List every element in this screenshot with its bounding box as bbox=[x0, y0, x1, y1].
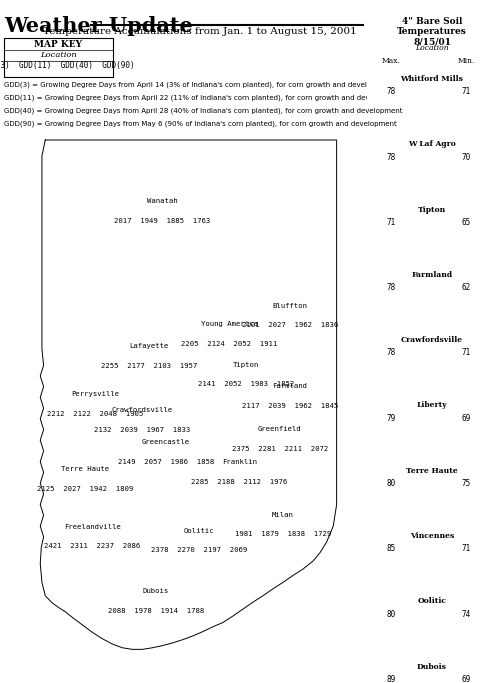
Text: 62: 62 bbox=[462, 283, 470, 292]
Text: Bluffton: Bluffton bbox=[272, 303, 307, 309]
Bar bbox=[366, 74, 498, 102]
Text: Farmland: Farmland bbox=[272, 383, 307, 389]
Text: GDD(3)  GDD(11)  GDD(40)  GDD(90): GDD(3) GDD(11) GDD(40) GDD(90) bbox=[0, 61, 134, 70]
Bar bbox=[366, 596, 498, 624]
Text: 1981  1879  1838  1729: 1981 1879 1838 1729 bbox=[235, 531, 331, 538]
Text: 78: 78 bbox=[386, 87, 396, 96]
Bar bbox=[366, 44, 498, 72]
Text: Min.: Min. bbox=[458, 57, 474, 65]
Text: Tipton: Tipton bbox=[418, 206, 446, 214]
Text: 2212  2122  2048  1905: 2212 2122 2048 1905 bbox=[48, 410, 144, 417]
Text: 80: 80 bbox=[386, 479, 396, 488]
Text: 2285  2188  2112  1976: 2285 2188 2112 1976 bbox=[192, 479, 288, 485]
Text: 85: 85 bbox=[386, 544, 396, 553]
Text: 2205  2124  2052  1911: 2205 2124 2052 1911 bbox=[182, 341, 278, 347]
Text: 2088  1978  1914  1788: 2088 1978 1914 1788 bbox=[108, 608, 204, 613]
Text: 69: 69 bbox=[462, 675, 470, 683]
Text: 2017  1949  1885  1763: 2017 1949 1885 1763 bbox=[114, 218, 210, 224]
Text: Wanatah: Wanatah bbox=[147, 198, 178, 204]
Text: 2132  2039  1967  1833: 2132 2039 1967 1833 bbox=[94, 427, 190, 433]
Text: Oolitic: Oolitic bbox=[418, 597, 446, 605]
Text: 69: 69 bbox=[462, 414, 470, 423]
Text: 2149  2057  1986  1858: 2149 2057 1986 1858 bbox=[118, 459, 214, 465]
Text: 89: 89 bbox=[386, 675, 396, 683]
Text: Max.: Max. bbox=[382, 57, 400, 65]
Text: 2421  2311  2237  2086: 2421 2311 2237 2086 bbox=[44, 543, 140, 549]
Text: Young America: Young America bbox=[201, 322, 258, 327]
Text: 79: 79 bbox=[386, 414, 396, 423]
Text: Liberty: Liberty bbox=[416, 402, 448, 409]
Text: GDD(90) = Growing Degree Days from May 6 (90% of Indiana's corn planted), for co: GDD(90) = Growing Degree Days from May 6… bbox=[4, 121, 396, 128]
Text: 71: 71 bbox=[386, 218, 396, 227]
Text: Crawfordsville: Crawfordsville bbox=[401, 336, 463, 344]
Text: Tipton: Tipton bbox=[233, 361, 260, 367]
Text: Farmland: Farmland bbox=[412, 271, 453, 279]
Text: 78: 78 bbox=[386, 283, 396, 292]
Text: MAP KEY: MAP KEY bbox=[34, 40, 82, 48]
Bar bbox=[366, 270, 498, 298]
Bar bbox=[4, 38, 113, 77]
Text: Milan: Milan bbox=[272, 512, 294, 518]
Bar bbox=[366, 400, 498, 429]
Text: GDD(11) = Growing Degree Days from April 22 (11% of Indiana's corn planted), for: GDD(11) = Growing Degree Days from April… bbox=[4, 95, 402, 102]
Text: Oolitic: Oolitic bbox=[184, 528, 214, 534]
Text: 71: 71 bbox=[462, 87, 470, 96]
Text: 78: 78 bbox=[386, 348, 396, 357]
Text: Greencastle: Greencastle bbox=[142, 439, 190, 445]
Bar bbox=[366, 531, 498, 559]
Text: 71: 71 bbox=[462, 348, 470, 357]
Text: Freelandville: Freelandville bbox=[64, 524, 120, 529]
Text: 75: 75 bbox=[462, 479, 470, 488]
Text: 2378  2270  2197  2069: 2378 2270 2197 2069 bbox=[151, 548, 248, 553]
Text: Location: Location bbox=[40, 51, 76, 59]
Text: 2255  2177  2103  1957: 2255 2177 2103 1957 bbox=[101, 363, 197, 369]
Text: Dubois: Dubois bbox=[417, 663, 447, 671]
Bar bbox=[366, 139, 498, 168]
Text: Location: Location bbox=[415, 44, 449, 53]
Text: 78: 78 bbox=[386, 153, 396, 162]
Text: Temperature Accumulations from Jan. 1 to August 15, 2001: Temperature Accumulations from Jan. 1 to… bbox=[44, 27, 357, 36]
Text: 80: 80 bbox=[386, 609, 396, 619]
Text: Franklin: Franklin bbox=[222, 459, 257, 465]
Text: 2125  2027  1942  1809: 2125 2027 1942 1809 bbox=[38, 486, 134, 492]
Text: 65: 65 bbox=[462, 218, 470, 227]
Text: Whitford Mills: Whitford Mills bbox=[400, 75, 464, 83]
Text: W Laf Agro: W Laf Agro bbox=[408, 141, 456, 148]
Text: 71: 71 bbox=[462, 544, 470, 553]
Text: 2101  2027  1962  1836: 2101 2027 1962 1836 bbox=[242, 322, 338, 329]
Text: Dubois: Dubois bbox=[142, 588, 169, 594]
Text: Terre Haute: Terre Haute bbox=[406, 466, 458, 475]
Text: Vincennes: Vincennes bbox=[410, 532, 454, 540]
Text: 70: 70 bbox=[462, 153, 470, 162]
Text: 2141  2052  1983  1852: 2141 2052 1983 1852 bbox=[198, 381, 294, 387]
Text: GDD(40) = Growing Degree Days from April 28 (40% of Indiana's corn planted), for: GDD(40) = Growing Degree Days from April… bbox=[4, 108, 402, 115]
Text: Terre Haute: Terre Haute bbox=[62, 466, 110, 472]
Text: 2117  2039  1962  1845: 2117 2039 1962 1845 bbox=[242, 403, 338, 408]
Bar bbox=[366, 661, 498, 683]
Bar bbox=[366, 335, 498, 363]
Bar bbox=[366, 465, 498, 494]
Text: Greenfield: Greenfield bbox=[258, 426, 302, 432]
Text: 4" Bare Soil
Temperatures
8/15/01: 4" Bare Soil Temperatures 8/15/01 bbox=[397, 17, 467, 47]
Text: Lafayette: Lafayette bbox=[130, 343, 169, 349]
Text: Crawfordsville: Crawfordsville bbox=[112, 407, 173, 413]
Text: Weather Update: Weather Update bbox=[4, 16, 192, 36]
Text: 2375  2281  2211  2072: 2375 2281 2211 2072 bbox=[232, 445, 328, 451]
Text: GDD(3) = Growing Degree Days from April 14 (3% of Indiana's corn planted), for c: GDD(3) = Growing Degree Days from April … bbox=[4, 82, 394, 89]
Text: 74: 74 bbox=[462, 609, 470, 619]
Text: Perrysville: Perrysville bbox=[72, 391, 120, 397]
Bar bbox=[366, 204, 498, 233]
